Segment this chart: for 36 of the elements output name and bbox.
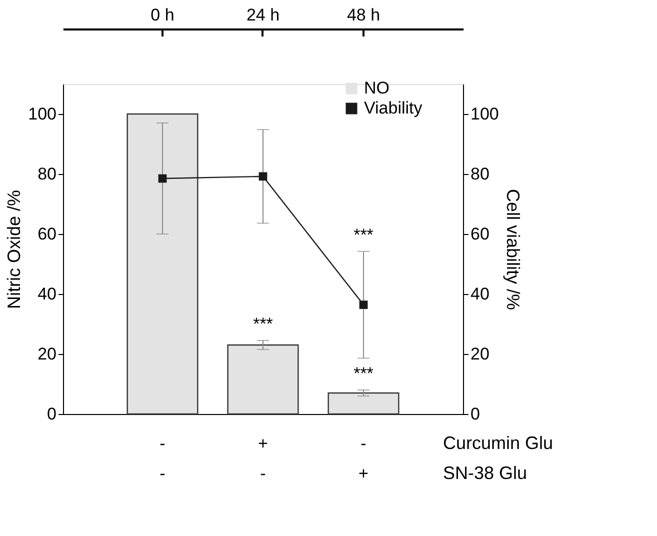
annotation: *** xyxy=(354,225,374,244)
text: - xyxy=(360,434,366,453)
y-tick-label: 60 xyxy=(38,224,56,244)
y-tick-label: 20 xyxy=(38,344,56,364)
x-tick-label: 48 h xyxy=(346,6,380,24)
text: SN-38 Glu xyxy=(443,463,528,483)
bar xyxy=(227,344,299,415)
y2-tick-label: 20 xyxy=(470,344,490,364)
x-tick-label: 24 h xyxy=(246,6,280,24)
bar xyxy=(328,392,400,415)
y2-tick-label: 0 xyxy=(470,404,480,424)
text: - xyxy=(260,464,266,483)
y-tick-label: 100 xyxy=(28,104,56,124)
point xyxy=(158,174,167,183)
y2-tick-label: 80 xyxy=(470,164,490,184)
point xyxy=(359,300,368,309)
legend-label: Viability xyxy=(364,98,423,118)
text: - xyxy=(160,464,166,483)
text: Curcumin Glu xyxy=(443,433,554,453)
annotation: *** xyxy=(253,314,274,334)
legend-label: NO xyxy=(364,78,390,98)
text: + xyxy=(358,464,369,483)
y-tick-label: 40 xyxy=(38,284,56,304)
text: - xyxy=(160,434,166,453)
point xyxy=(258,172,268,181)
text: + xyxy=(258,434,268,453)
x-tick-label: 0 h xyxy=(150,6,174,24)
bar xyxy=(126,113,198,415)
y-axis-title: Nitric Oxide /% xyxy=(4,190,24,310)
y-tick-label: 80 xyxy=(38,164,56,184)
y2-tick-label: 60 xyxy=(470,224,490,244)
annotation: *** xyxy=(354,364,374,383)
y2-tick-label: 40 xyxy=(470,284,490,304)
y2-tick-label: 100 xyxy=(470,104,499,124)
y2-axis-title: Cell viability /% xyxy=(502,188,523,310)
y-tick-label: 0 xyxy=(47,404,56,424)
